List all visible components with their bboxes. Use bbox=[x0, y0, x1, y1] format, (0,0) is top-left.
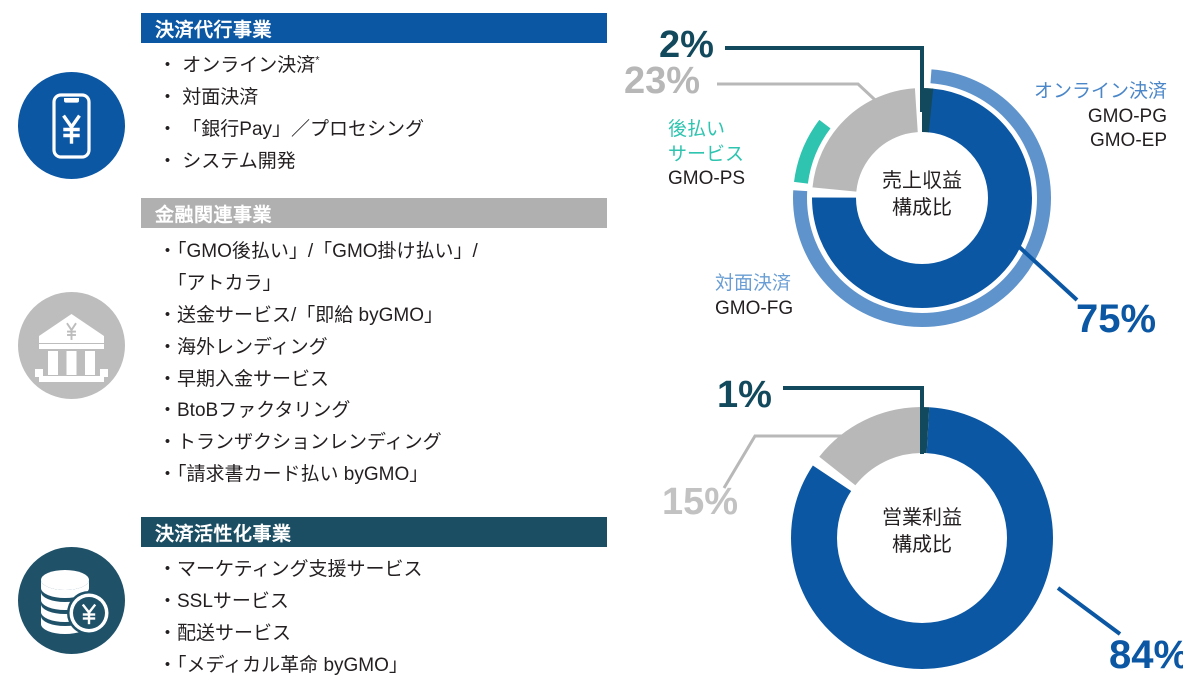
list-item: ・ 対面決済 bbox=[158, 86, 259, 108]
legend-f2f-code: GMO-FG bbox=[715, 297, 794, 319]
leader-line-84pct bbox=[1056, 586, 1122, 636]
footnote-marker: * bbox=[315, 54, 320, 67]
percent-label-bnpl: 2% bbox=[659, 24, 714, 66]
bank-yen-icon bbox=[18, 292, 125, 399]
list-item: ・トランザクションレンディング bbox=[158, 432, 442, 454]
charts-panel: 売上収益 構成比 2% 23% 75% オンライン決済 GMO-PG GMO-E… bbox=[620, 0, 1183, 683]
list-item-label: ・ オンライン決済 bbox=[158, 55, 316, 76]
list-item: ・「GMO後払い」/「GMO掛け払い」/ bbox=[158, 241, 478, 262]
list-item: ・ システム開発 bbox=[158, 150, 296, 172]
center-line-1: 営業利益 bbox=[882, 507, 962, 529]
list-item: ・「請求書カード払い byGMO」 bbox=[158, 464, 429, 486]
coins-yen-icon bbox=[18, 547, 125, 654]
leader-line-1pct bbox=[783, 386, 924, 454]
percent-label-online: 75% bbox=[1076, 297, 1157, 341]
profit-segment-payment bbox=[791, 407, 1053, 669]
leader-line-23pct bbox=[717, 82, 890, 114]
section-title-2: 金融関連事業 bbox=[155, 204, 273, 226]
list-item: ・配送サービス bbox=[158, 622, 292, 644]
profit-donut-svg bbox=[722, 386, 1122, 669]
list-item: ・ オンライン決済* bbox=[158, 52, 628, 81]
percent-label-finance: 15% bbox=[662, 481, 739, 523]
outer-ring-online-arc bbox=[793, 69, 1051, 327]
section-header-1: 決済代行事業 bbox=[141, 13, 607, 43]
legend-bnpl-name-2: サービス bbox=[668, 143, 745, 165]
legend-online-code-2: GMO-EP bbox=[1089, 130, 1168, 152]
percent-label-payment: 84% bbox=[1109, 633, 1183, 677]
legend-online-name: オンライン決済 bbox=[1034, 81, 1168, 102]
list-item: 「アトカラ」 bbox=[158, 272, 282, 294]
list-item: ・ 「銀行Pay」／プロセシング bbox=[158, 118, 425, 140]
legend-online-code-1: GMO-PG bbox=[1087, 105, 1168, 127]
business-segments-panel: 決済代行事業 ・ オンライン決済* ・ 対面決済 ・ 「銀行Pay」／プロセシン… bbox=[18, 13, 607, 676]
leader-line-15pct bbox=[722, 434, 873, 489]
section-header-3: 決済活性化事業 bbox=[141, 517, 607, 547]
legend-bnpl-code: GMO-PS bbox=[668, 168, 746, 190]
legend-bnpl-service: 後払い サービス GMO-PS bbox=[668, 118, 745, 192]
center-line-1: 売上収益 bbox=[882, 170, 962, 192]
section-title-3: 決済活性化事業 bbox=[155, 523, 292, 545]
smartphone-yen-icon bbox=[18, 72, 125, 179]
list-item: ・BtoBファクタリング bbox=[158, 400, 351, 422]
percent-label-other: 23% bbox=[624, 60, 701, 102]
list-item: ・送金サービス/「即給 byGMO」 bbox=[158, 304, 444, 326]
list-item: ・海外レンディング bbox=[158, 336, 328, 358]
legend-online-payment: オンライン決済 GMO-PG GMO-EP bbox=[1034, 80, 1167, 154]
list-item: ・早期入金サービス bbox=[158, 368, 330, 390]
legend-face-to-face: 対面決済 GMO-FG bbox=[715, 272, 793, 321]
revenue-composition-donut: 売上収益 構成比 2% 23% 75% オンライン決済 GMO-PG GMO-E… bbox=[620, 0, 1183, 350]
legend-bnpl-name-1: 後払い bbox=[668, 119, 726, 140]
legend-f2f-name: 対面決済 bbox=[715, 273, 792, 294]
operating-profit-donut: 営業利益 構成比 1% 15% 84% bbox=[620, 348, 1183, 683]
leader-line-75pct bbox=[1014, 242, 1079, 302]
center-line-2: 構成比 bbox=[892, 534, 952, 556]
list-item: ・マーケティング支援サービス bbox=[158, 559, 423, 580]
list-item: ・「メディカル革命 byGMO」 bbox=[158, 654, 408, 676]
section-list-1: ・ オンライン決済* ・ 対面決済 ・ 「銀行Pay」／プロセシング ・ システ… bbox=[158, 52, 628, 180]
donut-center-label-profit: 営業利益 構成比 bbox=[852, 505, 992, 559]
inner-segment-online bbox=[812, 88, 1032, 308]
list-item: ・SSLサービス bbox=[158, 590, 289, 612]
section-list-2: ・「GMO後払い」/「GMO掛け払い」/ 「アトカラ」 ・送金サービス/「即給 … bbox=[158, 238, 628, 493]
section-header-2: 金融関連事業 bbox=[141, 198, 607, 228]
section-title-1: 決済代行事業 bbox=[155, 19, 273, 41]
leader-line-2pct bbox=[725, 46, 924, 112]
section-list-3: ・マーケティング支援サービス ・SSLサービス ・配送サービス ・「メディカル革… bbox=[158, 556, 628, 684]
percent-label-activation: 1% bbox=[717, 374, 772, 416]
donut-center-label-revenue: 売上収益 構成比 bbox=[852, 168, 992, 222]
center-line-2: 構成比 bbox=[892, 197, 952, 219]
revenue-donut-svg bbox=[717, 46, 1079, 327]
